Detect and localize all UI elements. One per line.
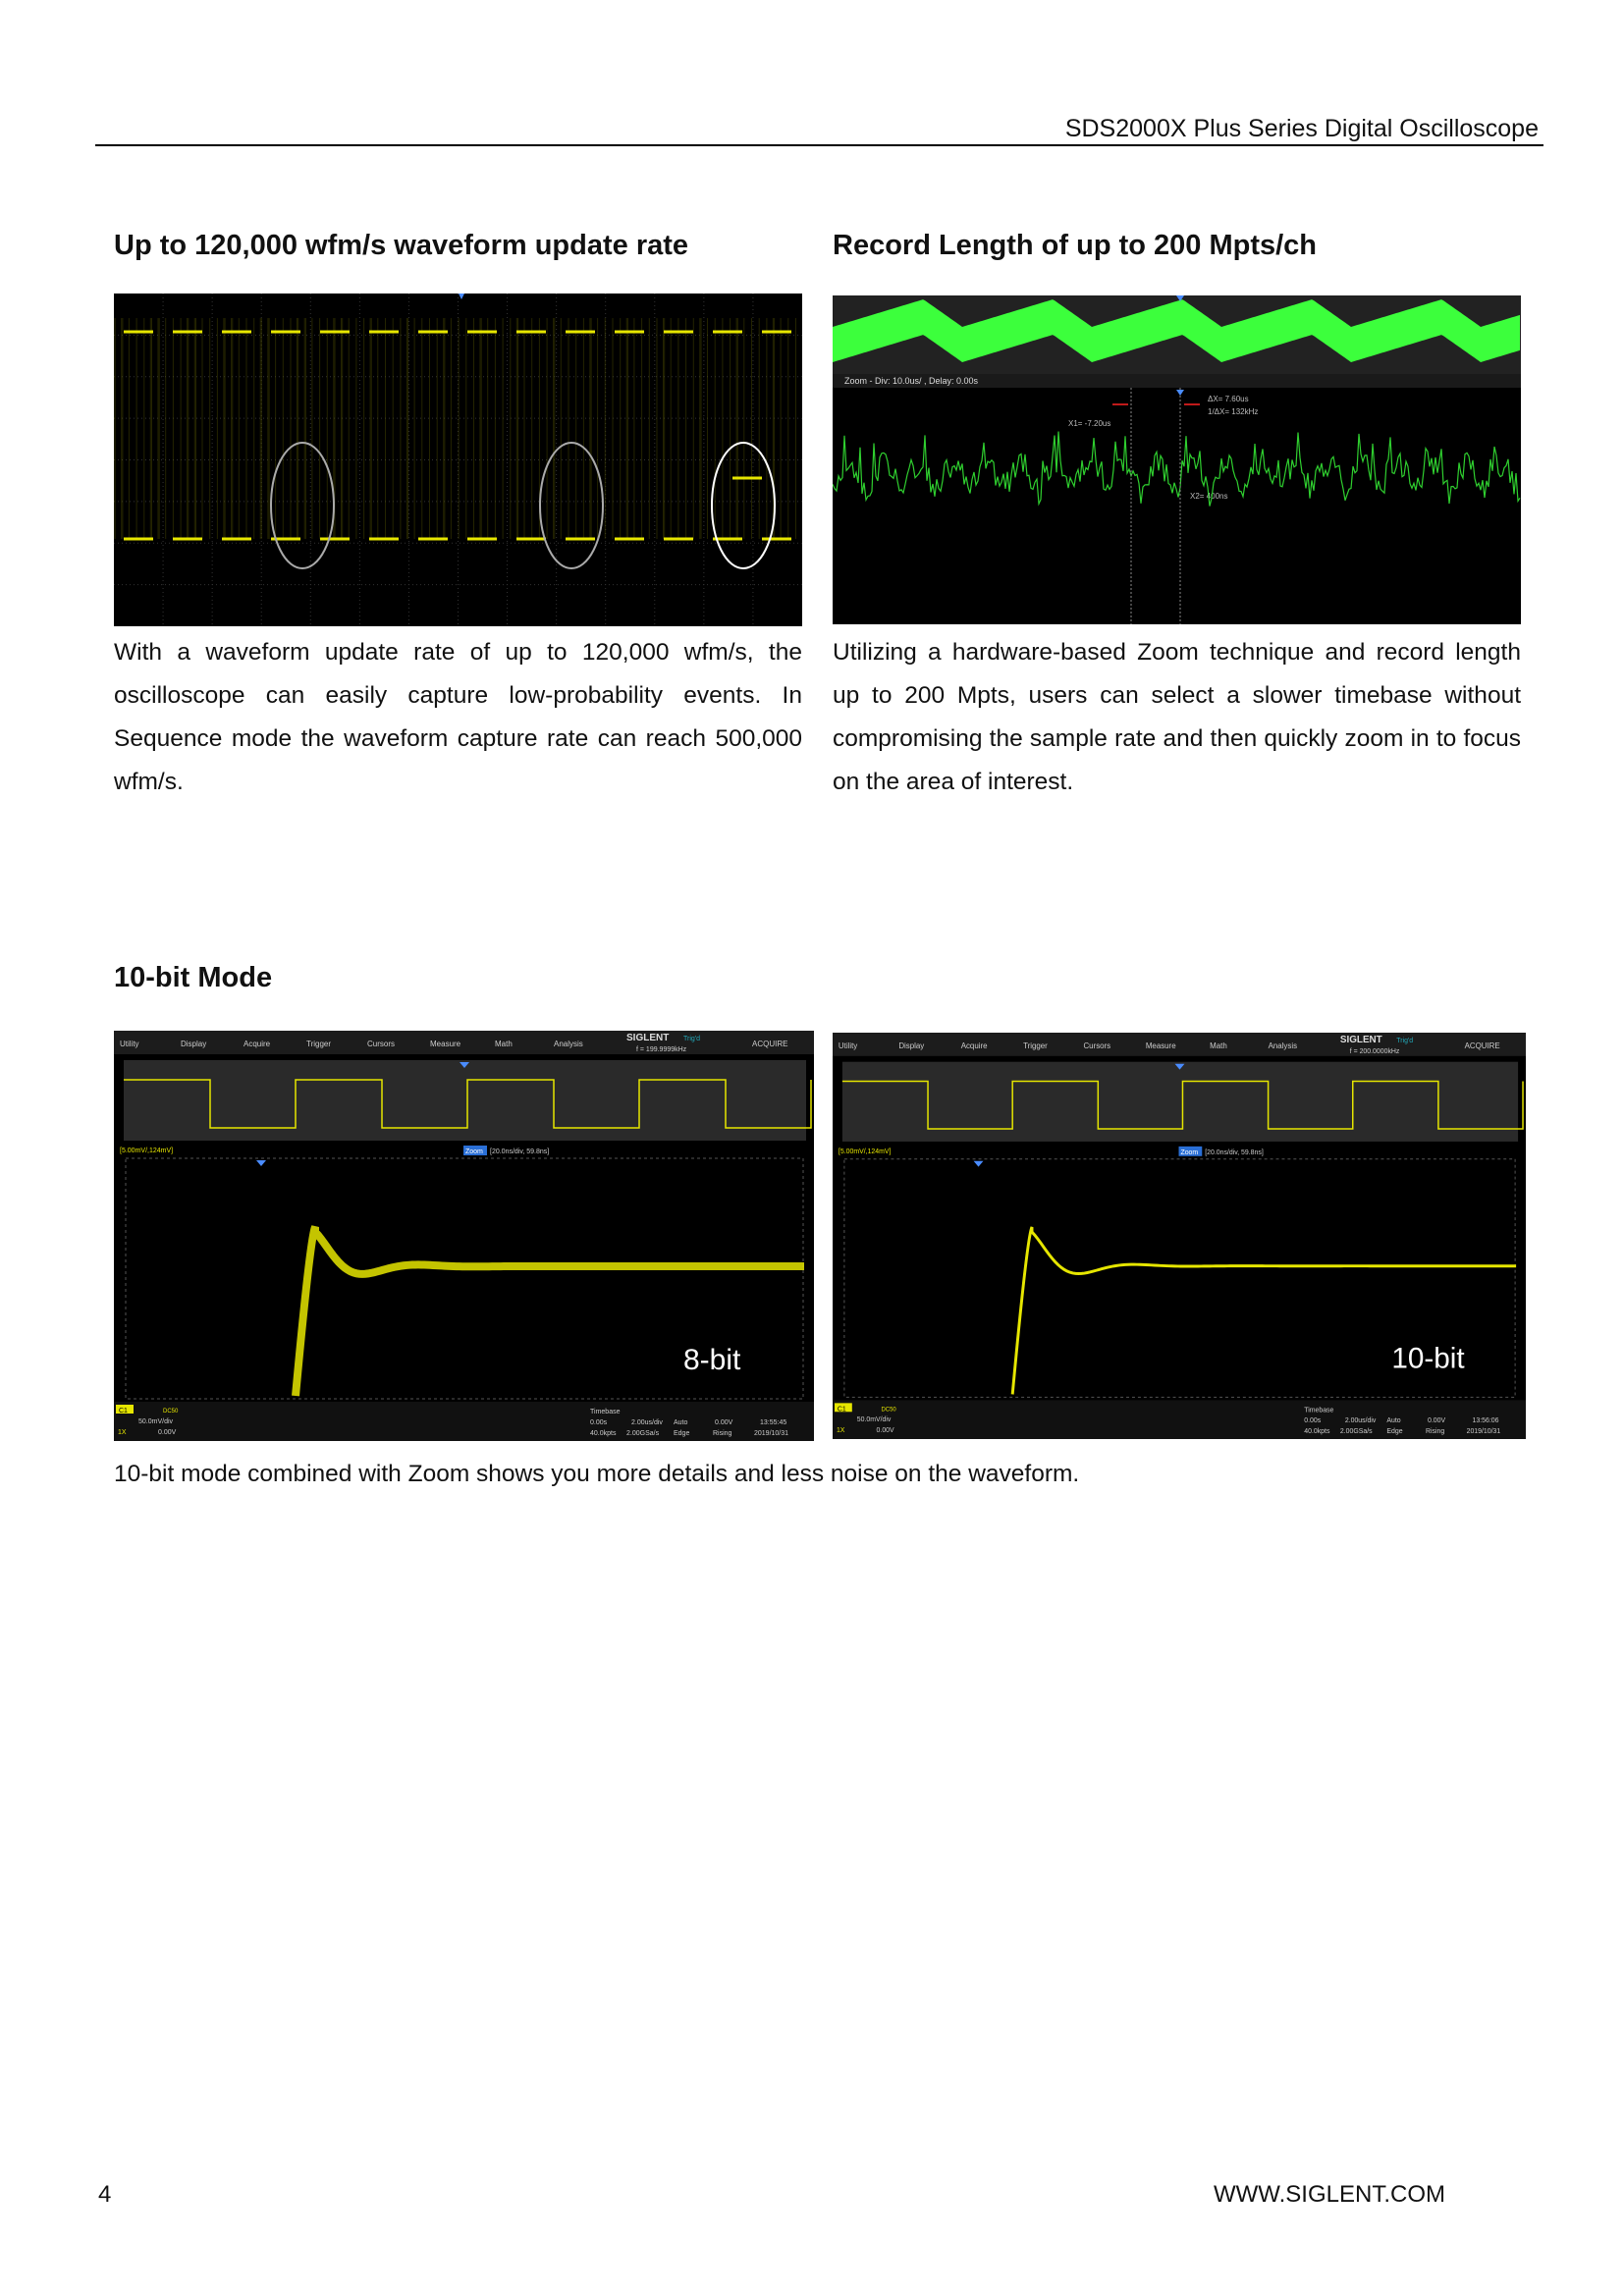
brand-logo: SIGLENT xyxy=(626,1033,669,1043)
menu-item-trigger[interactable]: Trigger xyxy=(1023,1041,1048,1050)
timebase-delay: 0.00s xyxy=(590,1419,608,1426)
status-bar xyxy=(114,1402,814,1441)
channel-offset: 0.00V xyxy=(158,1429,177,1436)
channel-offset: 0.00V xyxy=(877,1427,894,1434)
zoom-badge: Zoom xyxy=(465,1148,483,1155)
zoom-label: Zoom - Div: 10.0us/ , Delay: 0.00s xyxy=(844,376,979,386)
trigger-mode: Auto xyxy=(674,1419,688,1426)
menu-item-cursors[interactable]: Cursors xyxy=(367,1040,395,1048)
timebase-rate: 2.00GSa/s xyxy=(1340,1428,1373,1435)
trigger-level: 0.00V xyxy=(1428,1417,1445,1424)
scale-label: [5.00mV/,124mV] xyxy=(839,1148,892,1155)
menu-item-math[interactable]: Math xyxy=(495,1040,513,1048)
channel-probe: 1X xyxy=(118,1429,127,1436)
bit-mode-label: 10-bit xyxy=(1391,1343,1465,1375)
section-title-update-rate: Up to 120,000 wfm/s waveform update rate xyxy=(114,230,688,262)
channel-scale: 50.0mV/div xyxy=(857,1416,892,1423)
channel-scale: 50.0mV/div xyxy=(138,1418,174,1425)
update-rate-screenshot xyxy=(114,294,802,626)
zoom-info: [20.0ns/div, 59.8ns] xyxy=(1205,1149,1264,1156)
status-bar xyxy=(833,1400,1526,1439)
trigger-slope: Rising xyxy=(1426,1428,1444,1435)
menu-item-analysis[interactable]: Analysis xyxy=(1269,1041,1297,1050)
menu-item-measure[interactable]: Measure xyxy=(430,1040,461,1048)
trigger-type: Edge xyxy=(674,1430,689,1437)
channel-probe: 1X xyxy=(837,1427,845,1434)
menu-item-utility[interactable]: Utility xyxy=(120,1040,139,1048)
frequency-readout: f = 199.9999kHz xyxy=(636,1046,687,1053)
highlight-ellipse xyxy=(271,443,334,568)
footer-url: WWW.SIGLENT.COM xyxy=(1214,2181,1445,2209)
page-header-title: SDS2000X Plus Series Digital Oscilloscop… xyxy=(1065,115,1539,143)
highlight-ellipse xyxy=(540,443,603,568)
timebase-points: 40.0kpts xyxy=(1304,1428,1330,1435)
record-length-description: Utilizing a hardware-based Zoom techniqu… xyxy=(833,631,1521,804)
scale-label: [5.00mV/,124mV] xyxy=(120,1148,173,1154)
menu-item-cursors[interactable]: Cursors xyxy=(1083,1041,1110,1050)
update-rate-description: With a waveform update rate of up to 120… xyxy=(114,631,802,804)
trigger-level: 0.00V xyxy=(715,1419,733,1426)
record-length-screenshot: ΔX= 7.60us 1/ΔX= 132kHz X1= -7.20us X2= … xyxy=(833,295,1521,624)
clock-date: 2019/10/31 xyxy=(754,1430,788,1437)
clock-time: 13:55:45 xyxy=(760,1419,786,1426)
ten-bit-screenshot: Utility Display Acquire Trigger Cursors Measu… xyxy=(833,1033,1526,1439)
menu-item-display[interactable]: Display xyxy=(181,1040,206,1048)
trigger-type: Edge xyxy=(1386,1428,1402,1435)
menu-item-trigger[interactable]: Trigger xyxy=(306,1040,331,1048)
trigger-marker-icon xyxy=(459,294,464,299)
eight-bit-screenshot: Utility Display Acquire Trigger Cursors Measu… xyxy=(114,1031,814,1441)
timebase-rate: 2.00GSa/s xyxy=(626,1430,660,1437)
brand-logo: SIGLENT xyxy=(1340,1035,1382,1045)
timebase-scale: 2.00us/div xyxy=(1345,1417,1377,1424)
timebase-scale: 2.00us/div xyxy=(631,1419,663,1426)
timebase-label: Timebase xyxy=(590,1409,621,1415)
delta-x-readout: ΔX= 7.60us xyxy=(1208,395,1249,403)
trigger-status: Trig'd xyxy=(683,1036,700,1042)
menu-item-utility[interactable]: Utility xyxy=(839,1041,857,1050)
clock-time: 13:56:06 xyxy=(1473,1417,1499,1424)
acquire-label: ACQUIRE xyxy=(752,1040,787,1048)
channel-name: C1 xyxy=(838,1406,846,1413)
clock-date: 2019/10/31 xyxy=(1467,1428,1501,1435)
menu-item-display[interactable]: Display xyxy=(898,1041,924,1050)
menu-item-measure[interactable]: Measure xyxy=(1146,1041,1176,1050)
trigger-status: Trig'd xyxy=(1396,1038,1413,1044)
zoom-info: [20.0ns/div, 59.8ns] xyxy=(490,1148,549,1155)
section-title-ten-bit: 10-bit Mode xyxy=(114,962,272,994)
menu-bar xyxy=(833,1033,1526,1056)
zoomed-trace xyxy=(833,432,1520,507)
menu-item-acquire[interactable]: Acquire xyxy=(244,1040,271,1048)
cursor-x1-readout: X1= -7.20us xyxy=(1068,419,1110,428)
channel-coupling: DC50 xyxy=(163,1409,179,1415)
bit-mode-label: 8-bit xyxy=(683,1344,741,1376)
header-divider xyxy=(95,144,1543,146)
timebase-label: Timebase xyxy=(1304,1407,1333,1414)
frequency-readout: f = 200.0000kHz xyxy=(1350,1048,1400,1055)
trigger-mode: Auto xyxy=(1386,1417,1400,1424)
menu-bar xyxy=(114,1031,814,1054)
section-title-record-length: Record Length of up to 200 Mpts/ch xyxy=(833,230,1317,262)
timebase-points: 40.0kpts xyxy=(590,1430,617,1437)
channel-coupling: DC50 xyxy=(882,1407,897,1413)
channel-name: C1 xyxy=(119,1408,128,1415)
acquire-label: ACQUIRE xyxy=(1465,1041,1500,1050)
timebase-delay: 0.00s xyxy=(1304,1417,1321,1424)
menu-item-acquire[interactable]: Acquire xyxy=(961,1041,988,1050)
trigger-marker-icon xyxy=(256,1160,266,1166)
page-number: 4 xyxy=(98,2181,111,2209)
trigger-slope: Rising xyxy=(713,1430,732,1437)
zoom-badge: Zoom xyxy=(1180,1149,1198,1156)
inverse-delta-x-readout: 1/ΔX= 132kHz xyxy=(1208,407,1258,416)
menu-item-analysis[interactable]: Analysis xyxy=(554,1040,583,1048)
ten-bit-caption: 10-bit mode combined with Zoom shows you… xyxy=(114,1461,1079,1488)
highlight-ellipse xyxy=(712,443,775,568)
menu-item-math[interactable]: Math xyxy=(1210,1041,1227,1050)
trigger-marker-icon xyxy=(974,1161,984,1167)
